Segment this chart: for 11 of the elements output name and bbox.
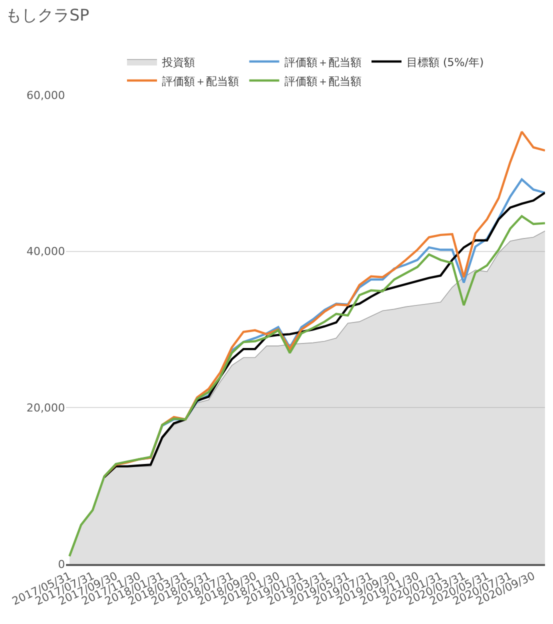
- legend-label: 目標額 (5%/年): [406, 56, 484, 69]
- legend-label: 評価額＋配当額: [284, 56, 362, 69]
- legend-label: 評価額＋配当額: [284, 74, 362, 88]
- y-tick-label: 0: [58, 558, 65, 571]
- y-tick-label: 20,000: [26, 402, 65, 415]
- chart-title: もしクラSP: [6, 6, 90, 25]
- line-series: [103, 192, 545, 478]
- legend-label: 評価額＋配当額: [162, 74, 239, 88]
- legend-label: 投資額: [161, 56, 195, 69]
- y-tick-label: 60,000: [26, 88, 65, 102]
- y-tick-label: 40,000: [26, 245, 65, 258]
